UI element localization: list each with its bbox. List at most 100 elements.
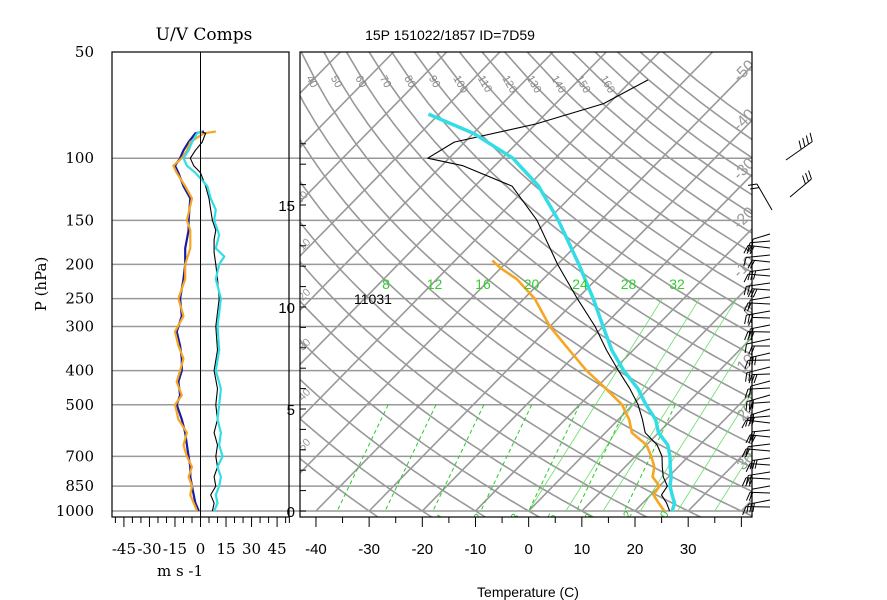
wind-barb-feather — [746, 504, 749, 514]
mixing-ratio-bottom-label: 8 — [583, 512, 596, 523]
dry-adiabat — [300, 378, 487, 517]
pressure-tick-label: 300 — [65, 318, 94, 336]
wind-barb-staff — [752, 288, 771, 291]
isotherm-right-label: -40 — [730, 106, 758, 134]
wind-barbs — [741, 132, 813, 516]
mixing-ratio-bottom-label: 12 — [618, 509, 635, 526]
wind-barb-feather — [744, 388, 749, 398]
dry-adiabat — [503, 52, 752, 254]
skewt-panel: 15P 151022/1857 ID=7D59 40 50 60 70 80 90 100 1… — [278, 27, 758, 600]
wind-barb-feather — [745, 477, 750, 487]
wind-barb-feather — [749, 460, 753, 470]
isotherm-left-label: -50 — [294, 436, 314, 456]
wind-barb-staff — [750, 434, 771, 438]
wind-barb-staff — [746, 282, 771, 287]
mixing-ratio-bottom-label: 20 — [655, 509, 672, 526]
wind-barb-feather — [741, 477, 747, 487]
theta-label: 40 — [303, 74, 320, 91]
temperature-tick-label: 30 — [680, 541, 697, 558]
isotherm — [634, 390, 752, 512]
wind-barb-staff — [746, 310, 771, 316]
mixing-ratio-dashed-line — [623, 404, 676, 512]
wind-barb-feather — [742, 506, 747, 516]
wind-barb-staff — [748, 471, 771, 476]
isotherm-right-label: -20 — [730, 204, 758, 232]
wind-barb-feather — [748, 417, 752, 427]
wind-barb-feather — [744, 343, 748, 353]
wind-barb-feather — [751, 417, 755, 427]
pressure-tick-label: 400 — [65, 362, 94, 380]
skewt-title: 15P 151022/1857 ID=7D59 — [365, 27, 535, 43]
wind-barb-feather — [748, 357, 752, 367]
theta-label: 50 — [328, 74, 345, 91]
skewt-grid — [300, 52, 752, 517]
wind-barb-feather — [751, 374, 756, 384]
pressure-tick-label: 200 — [65, 255, 94, 273]
wind-barb-staff — [750, 380, 771, 387]
mixing-ratio-label: 20 — [524, 276, 540, 292]
dry-adiabat — [300, 417, 434, 517]
wind-barb-feather — [747, 331, 752, 341]
wind-barb-feather — [748, 374, 753, 384]
isotherm-left-label: 30 — [294, 189, 311, 206]
wind-barb-feather — [747, 285, 751, 295]
theta-label: 90 — [426, 74, 443, 91]
mixing-ratio-line — [751, 510, 752, 511]
mixing-ratio-dashed-line — [384, 404, 437, 512]
isotherm — [300, 52, 501, 258]
pressure-tick-label: 250 — [65, 290, 94, 308]
wind-barb-feather — [805, 135, 810, 145]
dry-adiabat — [300, 339, 541, 517]
skewt-frame — [299, 51, 753, 518]
wind-barb-feather — [748, 183, 758, 186]
wind-barb-feather — [747, 388, 752, 398]
wind-barb-feather — [745, 448, 750, 458]
wind-barb-feather — [747, 317, 753, 326]
wind-barb-feather — [747, 314, 751, 324]
uv-x-tick-label: -15 — [163, 540, 187, 558]
wind-barb-feather — [747, 242, 751, 252]
parcel-trace — [427, 112, 677, 512]
mixing-ratio-bottom-label: 2 — [472, 512, 485, 523]
mixing-ratio-dashed-line — [576, 404, 628, 512]
wind-barb-staff — [748, 244, 771, 249]
isotherm — [300, 52, 660, 420]
mixing-ratio-line — [602, 298, 738, 512]
wind-barb-staff — [746, 419, 771, 424]
wind-barb-feather — [750, 288, 756, 298]
temperature-tick-label: 20 — [627, 541, 644, 558]
wind-barb-feather — [745, 463, 751, 472]
wind-barb-staff — [750, 408, 771, 416]
isotherm — [300, 52, 714, 475]
wind-barb-feather — [750, 331, 755, 341]
wind-barb-feather — [746, 245, 752, 254]
wind-barb-feather — [749, 245, 755, 255]
wind-barb-feather — [747, 288, 753, 298]
wind-barb-staff — [748, 415, 771, 419]
isotherm — [581, 336, 752, 512]
uv-x-tick-label: 30 — [242, 540, 261, 558]
wind-barb-staff — [746, 338, 771, 345]
wind-barb-feather — [805, 172, 809, 182]
wind-barb-staff — [750, 324, 771, 330]
wind-barb-feather — [748, 400, 751, 410]
theta-label: 70 — [377, 74, 394, 91]
wind-barb-staff — [752, 429, 771, 433]
wind-barb-feather — [747, 259, 753, 269]
wind-barb-feather — [752, 502, 755, 512]
wind-barb-feather — [748, 492, 754, 501]
temperature-trace — [427, 79, 671, 512]
wind-barb-feather — [750, 260, 756, 269]
pressure-tick-label: 150 — [65, 211, 94, 229]
wind-barb-feather — [798, 140, 802, 150]
wind-barb-staff — [750, 296, 771, 301]
uv-grid — [112, 157, 300, 512]
wind-barb-feather — [802, 137, 806, 147]
mixing-ratio-line — [565, 298, 700, 512]
wind-barb-feather — [752, 399, 754, 409]
wind-barb-feather — [746, 302, 752, 312]
wind-barb-feather — [746, 492, 751, 501]
isotherm — [474, 227, 752, 512]
wind-barb-feather — [748, 403, 753, 412]
